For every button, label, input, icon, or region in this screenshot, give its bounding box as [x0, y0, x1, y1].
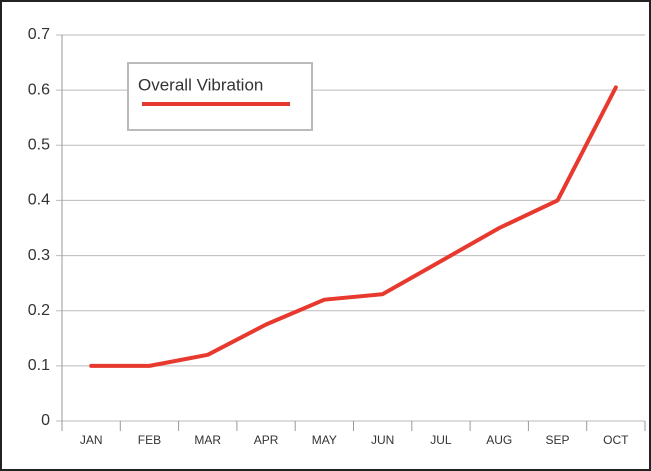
- x-tick-label: APR: [254, 433, 279, 447]
- x-tick-label: AUG: [486, 433, 512, 447]
- x-tick-label: MAR: [194, 433, 221, 447]
- x-tick-label: MAY: [312, 433, 337, 447]
- y-tick-label: 0: [41, 412, 50, 429]
- x-tick-label: OCT: [603, 433, 629, 447]
- y-tick-label: 0.4: [28, 192, 50, 209]
- y-tick-label: 0.7: [28, 26, 50, 43]
- x-tick-label: JAN: [80, 433, 103, 447]
- legend-box: [127, 62, 313, 131]
- y-tick-label: 0.1: [28, 357, 50, 374]
- data-line: [89, 85, 618, 368]
- x-tick-label: JUL: [430, 433, 452, 447]
- x-tick-label: SEP: [546, 433, 570, 447]
- x-tick-label: JUN: [371, 433, 394, 447]
- y-tick-label: 0.3: [28, 247, 50, 264]
- y-tick-label: 0.2: [28, 302, 50, 319]
- legend-label: Overall Vibration: [138, 75, 263, 94]
- y-tick-label: 0.5: [28, 137, 50, 154]
- x-tick-label: FEB: [138, 433, 161, 447]
- y-tick-label: 0.6: [28, 81, 50, 98]
